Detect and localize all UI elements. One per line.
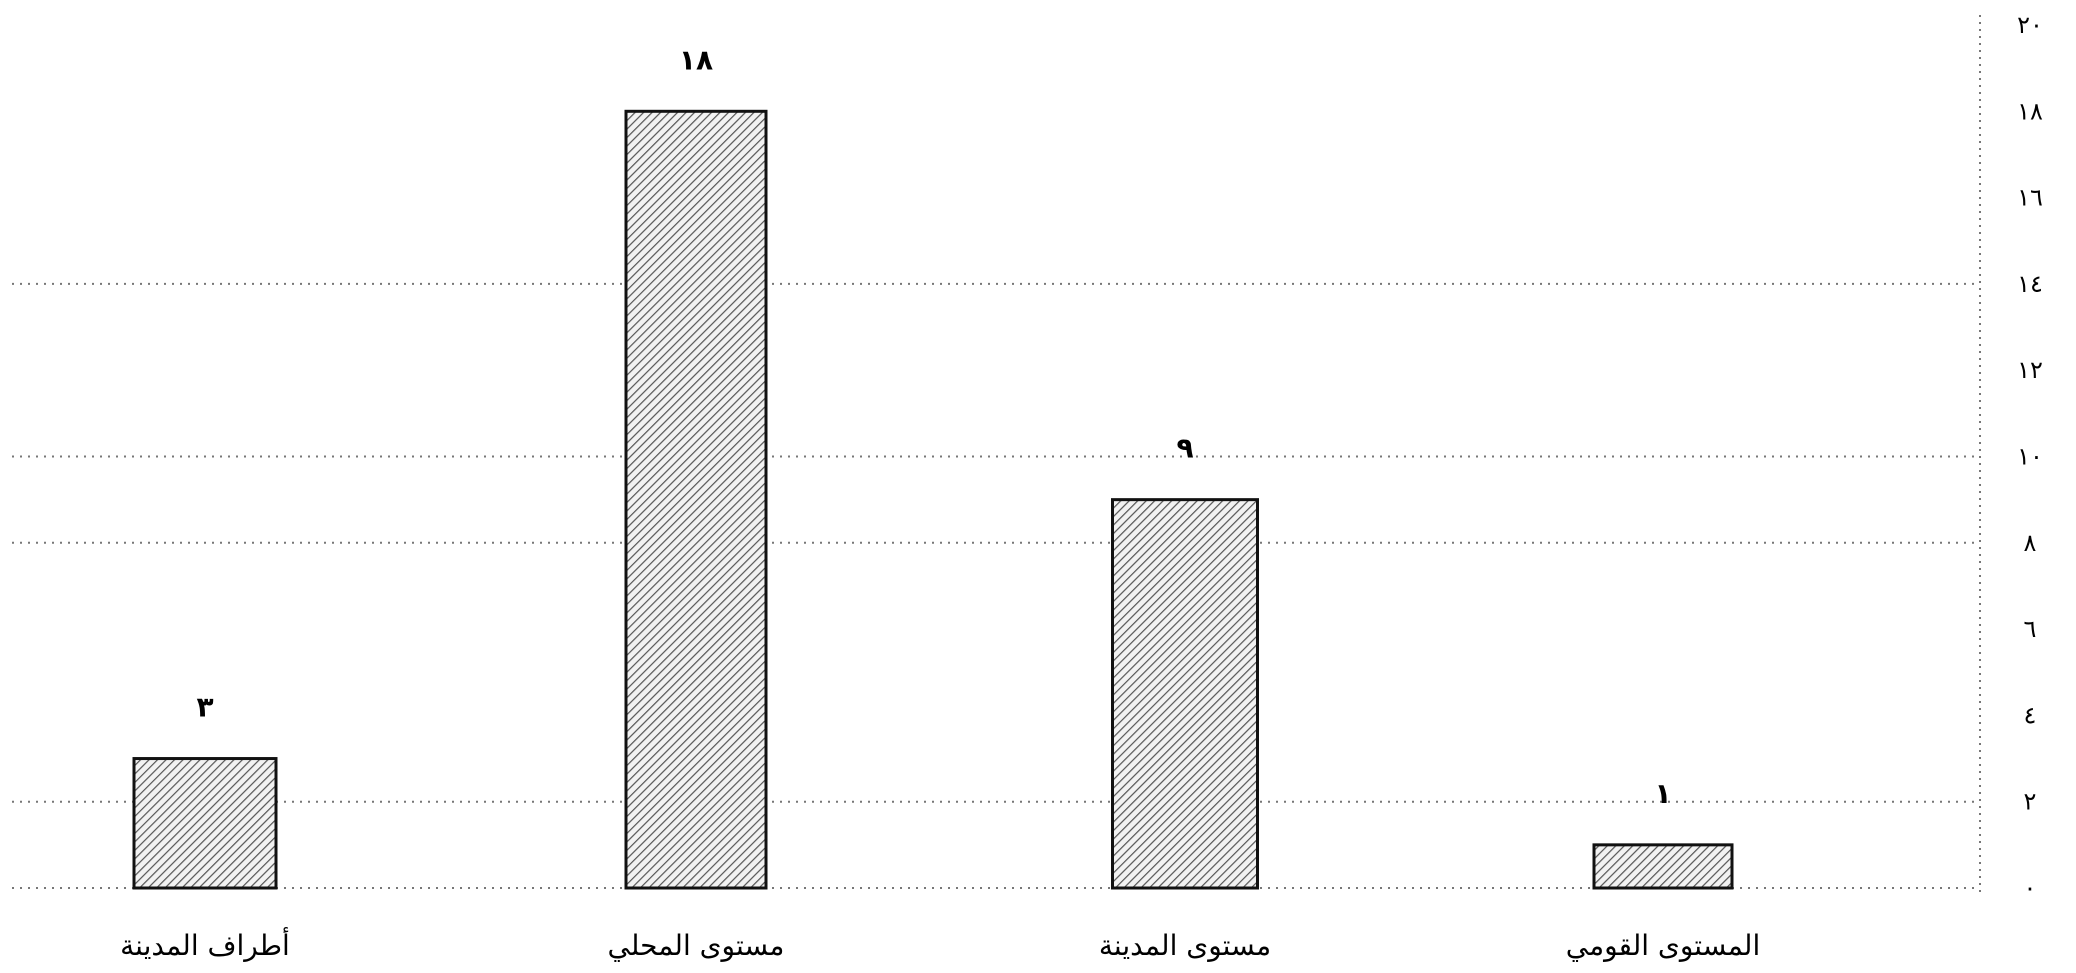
y-tick-label: ١٠ (2017, 443, 2043, 471)
data-label: ١ (1654, 777, 1671, 810)
category-label: مستوى المحلي (608, 929, 785, 962)
y-tick-label: ٨ (2024, 529, 2037, 557)
bar (132, 757, 278, 890)
data-label: ٣ (196, 691, 213, 724)
gridlines (12, 282, 1980, 889)
y-tick-label: ٢٠ (2017, 11, 2043, 39)
y-tick-label: ٤ (2024, 701, 2037, 729)
bar (624, 109, 768, 890)
data-label: ١٨ (679, 43, 713, 76)
y-tick-label: ١٨ (2017, 97, 2043, 125)
y-tick-label: ١٤ (2017, 270, 2043, 298)
category-labels: أطراف المدينة مستوى المحلي مستوى المدينة ال… (120, 926, 1760, 962)
bars (132, 109, 1734, 890)
bar (1111, 498, 1259, 890)
category-label: المستوى القومي (1566, 929, 1760, 962)
y-tick-label: ١٢ (2017, 356, 2043, 384)
y-tick-label: ٦ (2024, 615, 2037, 643)
value-labels: ٣ ١٨ ٩ ١ (196, 43, 1671, 810)
y-axis: ٠ ٢ ٤ ٦ ٨ ١٠ ١٢ ١٤ ١٦ ١٨ ٢٠ (1979, 11, 2043, 902)
y-tick-label: ١٦ (2017, 184, 2043, 212)
bar (1592, 843, 1734, 890)
category-label: مستوى المدينة (1099, 929, 1271, 962)
y-tick-label: ٢ (2024, 788, 2037, 816)
data-label: ٩ (1176, 432, 1193, 465)
y-tick-label: ٠ (2024, 874, 2037, 902)
category-label: أطراف المدينة (120, 926, 290, 962)
